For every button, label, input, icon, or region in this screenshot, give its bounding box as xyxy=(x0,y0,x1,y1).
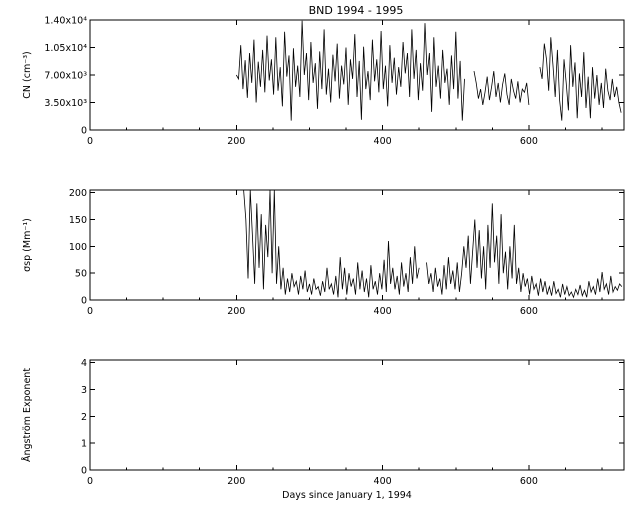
y-tick-label: 150 xyxy=(69,215,87,226)
y-tick-label: 7.00x10³ xyxy=(44,71,87,82)
y-tick-label: 3 xyxy=(81,385,87,396)
y-tick-label: 50 xyxy=(75,269,87,280)
x-tick-label: 0 xyxy=(87,136,93,147)
panel-2: 0 200 400 600 0 50 100 150 200 σsp (Mm⁻¹) xyxy=(22,188,625,317)
y-tick-label: 4 xyxy=(81,358,87,369)
y-tick-label: 2 xyxy=(81,412,87,423)
x-tick-label: 400 xyxy=(374,476,392,487)
y-tick-label: 200 xyxy=(69,188,87,199)
x-axis-label: Days since January 1, 1994 xyxy=(282,490,412,501)
y-tick-label: 1.40x10⁴ xyxy=(44,16,87,27)
y-tick-label: 1 xyxy=(81,439,87,450)
series-line-segment-1 xyxy=(235,20,465,121)
y-axis-label: Ångström Exponent xyxy=(21,368,33,462)
chart-title: BND 1994 - 1995 xyxy=(309,4,404,17)
plot-frame xyxy=(89,19,625,131)
y-tick-label: 1.05x10⁴ xyxy=(44,43,87,54)
y-tick-label: 0 xyxy=(81,296,87,307)
x-tick-label: 400 xyxy=(374,306,392,317)
x-tick-label: 200 xyxy=(227,476,245,487)
panel-3: 0 200 400 600 0 1 2 3 4 Ångström Exponent Days sin… xyxy=(21,358,625,501)
x-tick-label: 0 xyxy=(87,476,93,487)
y-tick-label: 0 xyxy=(81,466,87,477)
y-tick-label: 100 xyxy=(69,242,87,253)
x-tick-label: 200 xyxy=(227,306,245,317)
x-tick-label: 600 xyxy=(520,136,538,147)
plot-frame xyxy=(89,189,625,301)
x-tick-label: 0 xyxy=(87,306,93,317)
y-tick-label: 3.50x10³ xyxy=(44,98,87,109)
y-axis-label: σsp (Mm⁻¹) xyxy=(22,218,33,272)
series-line-segment-1 xyxy=(243,189,420,298)
series-line-segment-2 xyxy=(426,203,623,299)
series-line-segment-2 xyxy=(473,71,530,105)
y-axis-label: CN (cm⁻³) xyxy=(22,51,33,98)
y-tick-label: 0 xyxy=(81,126,87,137)
x-tick-label: 600 xyxy=(520,306,538,317)
x-tick-label: 400 xyxy=(374,136,392,147)
series-line-segment-3 xyxy=(539,37,622,121)
x-tick-label: 200 xyxy=(227,136,245,147)
plot-frame xyxy=(89,359,625,471)
x-tick-label: 600 xyxy=(520,476,538,487)
panel-1: 0 200 400 600 0 3.50x10³ 7.00x10³ 1.05x10⁴ 1.40x… xyxy=(22,16,625,147)
